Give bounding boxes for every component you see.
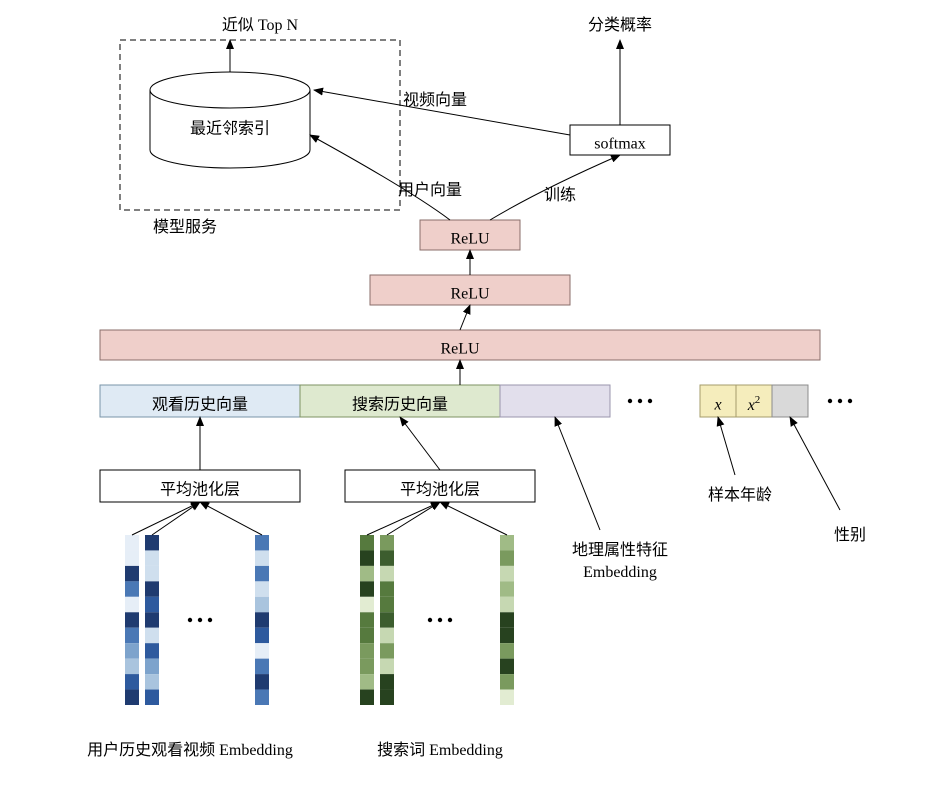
svg-text:softmax: softmax [594, 136, 646, 153]
svg-text:视频向量: 视频向量 [403, 91, 467, 109]
svg-text:分类概率: 分类概率 [588, 16, 652, 34]
svg-text:性别: 性别 [834, 526, 866, 544]
svg-text:训练: 训练 [544, 186, 576, 204]
svg-text:ReLU: ReLU [450, 231, 490, 248]
svg-text:观看历史向量: 观看历史向量 [152, 396, 248, 414]
svg-text:ReLU: ReLU [440, 341, 480, 358]
svg-text:最近邻索引: 最近邻索引 [190, 120, 270, 138]
svg-text:平均池化层: 平均池化层 [400, 481, 480, 499]
svg-text:搜索历史向量: 搜索历史向量 [352, 396, 448, 414]
svg-text:用户历史观看视频 Embedding: 用户历史观看视频 Embedding [87, 741, 293, 759]
svg-text:地理属性特征: 地理属性特征 [572, 541, 668, 559]
svg-text:ReLU: ReLU [450, 286, 490, 303]
svg-text:Embedding: Embedding [583, 564, 657, 581]
svg-text:用户向量: 用户向量 [398, 181, 462, 199]
svg-text:模型服务: 模型服务 [153, 218, 217, 236]
architecture-diagram: 近似 Top N 分类概率模型服务 最近邻索引 softmax ReLU ReLU ReLU… [0, 0, 926, 786]
svg-text:近似 Top N: 近似 Top N [222, 16, 299, 34]
svg-text:x: x [713, 397, 721, 414]
svg-text:样本年龄: 样本年龄 [708, 486, 772, 504]
svg-text:搜索词 Embedding: 搜索词 Embedding [377, 741, 503, 759]
svg-text:平均池化层: 平均池化层 [160, 481, 240, 499]
